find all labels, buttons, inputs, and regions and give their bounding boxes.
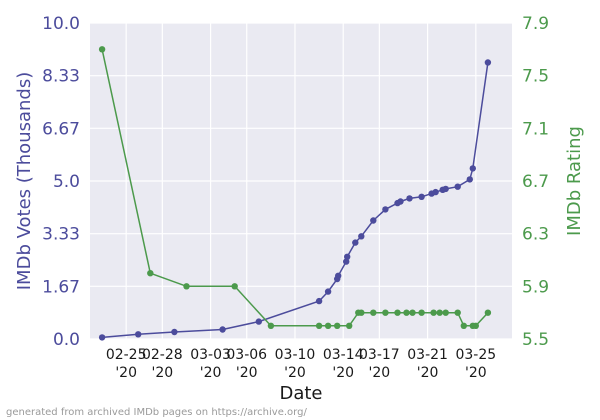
series-layer [98, 46, 492, 341]
x-tick-year: '20 [152, 365, 174, 381]
votes-point [171, 328, 178, 336]
left-tick-label: 1.67 [42, 277, 80, 297]
x-tick-label: 03-06 [226, 347, 267, 363]
votes-point [335, 272, 342, 279]
rating-point [484, 309, 492, 316]
x-tick-label: 02-28 [142, 347, 183, 363]
left-tick-label: 0.0 [53, 330, 80, 350]
rating-point [147, 270, 154, 277]
rating-point [472, 322, 479, 329]
x-tick-year: '20 [417, 365, 439, 381]
left-tick-label: 10.0 [42, 14, 80, 34]
votes-point [469, 165, 476, 172]
votes-point [418, 193, 425, 200]
x-tick-year: '20 [332, 365, 354, 381]
votes-point [358, 233, 365, 240]
rating-point [418, 309, 425, 316]
right-tick-label: 7.5 [522, 67, 549, 87]
rating-point [370, 309, 377, 316]
left-tick-label: 8.33 [42, 67, 80, 87]
rating-point [394, 309, 401, 316]
rating-point [442, 309, 449, 316]
x-tick-label: 03-25 [455, 347, 496, 363]
rating-point [324, 322, 332, 329]
x-tick-year: '20 [284, 365, 306, 381]
right-axis-ticks: 5.5 5.9 6.3 6.7 7.1 7.5 7.9 [522, 14, 549, 350]
votes-point [454, 183, 461, 190]
rating-point [403, 309, 410, 316]
rating-point [460, 322, 467, 329]
votes-point [484, 59, 492, 66]
right-tick-label: 6.7 [522, 172, 549, 192]
votes-point [324, 288, 332, 295]
rating-point [409, 309, 416, 316]
x-tick-label: 03-14 [323, 347, 364, 363]
gridlines [90, 22, 512, 340]
rating-point [267, 322, 275, 329]
votes-point [344, 253, 351, 260]
votes-point [343, 258, 350, 265]
votes-point [315, 297, 323, 305]
left-axis-title: IMDb Votes (Thousands) [14, 72, 35, 291]
right-tick-label: 5.5 [522, 330, 549, 350]
x-axis-title: Date [279, 383, 322, 404]
x-tick-year: '20 [465, 365, 487, 381]
left-tick-label: 6.67 [42, 119, 80, 139]
rating-point [334, 322, 341, 329]
votes-point [432, 188, 439, 196]
x-tick-year: '20 [115, 365, 137, 381]
votes-point [442, 185, 449, 193]
votes-point [219, 326, 226, 333]
rating-series [98, 46, 492, 329]
rating-point [346, 322, 353, 329]
right-tick-label: 6.3 [522, 225, 549, 245]
votes-point [255, 318, 262, 325]
rating-point [98, 46, 106, 53]
right-tick-label: 7.1 [522, 119, 549, 139]
right-tick-label: 7.9 [522, 14, 549, 34]
votes-point [382, 206, 389, 213]
x-tick-year: '20 [236, 365, 258, 381]
rating-point [436, 309, 443, 316]
left-tick-label: 3.33 [42, 225, 80, 245]
x-tick-year: '20 [200, 365, 222, 381]
x-tick-label: 03-17 [359, 347, 400, 363]
votes-series [98, 59, 492, 341]
votes-point [466, 176, 473, 183]
rating-point [183, 283, 190, 290]
x-tick-label: 02-25 [106, 347, 147, 363]
x-tick-label: 03-03 [190, 347, 231, 363]
votes-point [370, 217, 377, 224]
right-axis-title: IMDb Rating [564, 126, 585, 236]
votes-point [406, 195, 413, 202]
x-axis-ticks: 02-25'2002-28'2003-03'2003-06'2003-10'20… [106, 347, 496, 381]
rating-point [454, 309, 461, 316]
rating-point [382, 309, 389, 316]
left-axis-ticks: 0.0 1.67 3.33 5.0 6.67 8.33 10.0 [42, 14, 80, 350]
left-tick-label: 5.0 [53, 172, 80, 192]
x-tick-label: 03-10 [275, 347, 316, 363]
votes-point [98, 334, 106, 341]
votes-point [397, 198, 404, 205]
x-tick-label: 03-21 [407, 347, 448, 363]
rating-point [430, 309, 437, 316]
rating-point [315, 322, 323, 329]
right-tick-label: 5.9 [522, 277, 549, 297]
rating-point [231, 283, 238, 290]
footer-note: generated from archived IMDb pages on ht… [6, 407, 307, 418]
x-tick-year: '20 [369, 365, 391, 381]
rating-point [358, 309, 365, 316]
votes-point [135, 331, 142, 338]
votes-point [352, 239, 359, 246]
